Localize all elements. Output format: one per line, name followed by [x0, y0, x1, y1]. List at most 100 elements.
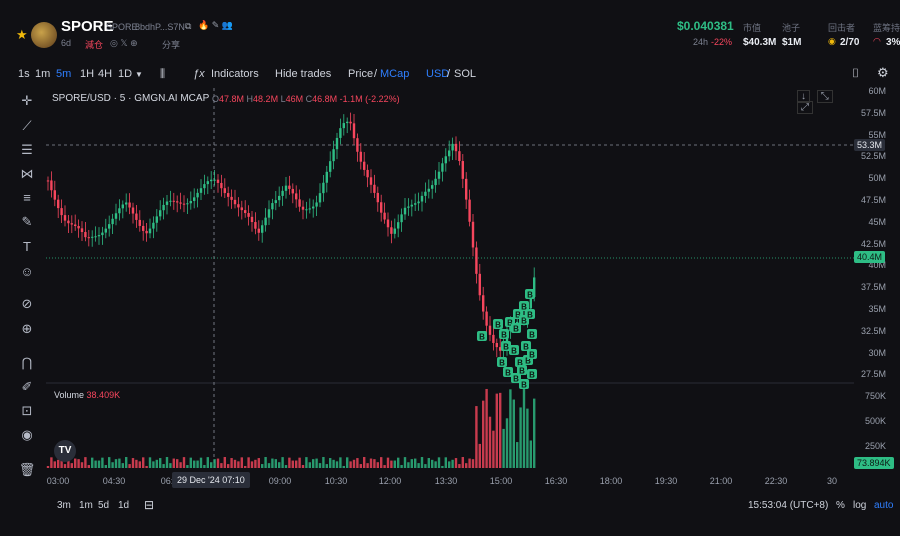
volume-bar — [420, 457, 424, 468]
crosshair-icon[interactable]: ✛ — [21, 93, 33, 108]
pencil-lock-icon[interactable]: ✐ — [21, 379, 33, 394]
candle-body — [111, 218, 114, 225]
volume-bar — [135, 459, 138, 468]
tf-1h[interactable]: 1H — [80, 68, 95, 80]
log-toggle[interactable]: log — [853, 500, 867, 511]
volume-bar — [322, 457, 325, 468]
magnet-icon[interactable]: ⋂ — [21, 355, 33, 370]
candle-body — [301, 206, 305, 210]
volume-bar — [118, 458, 121, 468]
social-icons[interactable]: 🔥 ✎ 👥 — [198, 20, 233, 30]
candle-body — [80, 228, 84, 233]
buy-marker — [509, 345, 519, 355]
candle-body — [478, 273, 481, 296]
brush-icon[interactable]: ✎ — [21, 214, 33, 229]
volume-bar — [380, 457, 383, 468]
tf-1s[interactable]: 1s — [18, 68, 30, 80]
range-5d[interactable]: 5d — [98, 500, 110, 511]
trendline-icon[interactable]: ⟋ — [22, 118, 32, 133]
link-icons[interactable]: ◎ 𝕏 ⊕ — [110, 38, 138, 48]
tf-1d[interactable]: 1D — [118, 68, 133, 80]
hide-trades-button[interactable]: Hide trades — [275, 68, 332, 80]
trash-icon[interactable]: 🗑 — [18, 462, 36, 477]
gear-icon[interactable]: ⚙ — [877, 65, 889, 80]
change-value: -22% — [711, 37, 733, 47]
zoom-icon[interactable]: ⊕ — [21, 321, 33, 336]
usd-toggle[interactable]: USD — [426, 68, 450, 80]
buy-marker-label: B — [513, 375, 519, 384]
price-tick: 40M — [868, 260, 886, 271]
candle-body — [410, 204, 413, 207]
percent-toggle[interactable]: % — [836, 500, 845, 511]
volume-bar — [172, 458, 175, 468]
volume-bar — [254, 459, 257, 468]
lock-icon[interactable]: ⊡ — [21, 403, 33, 418]
volume-bar — [369, 458, 373, 468]
buy-marker-label: B — [529, 351, 535, 360]
price-axis[interactable]: 60M 57.5M 55M 52.5M 50M 47.5M 45M 42.5M 40M 37.5M… — [854, 86, 900, 469]
volume-bar — [451, 459, 454, 468]
time-axis[interactable]: 03:0004:3006:0009:0010:3012:0013:3015:00… — [46, 468, 854, 492]
fx-icon[interactable]: ƒx — [193, 68, 205, 80]
star-icon[interactable]: ★ — [16, 27, 28, 42]
volume-tick: 250K — [864, 441, 886, 451]
volume-bar — [63, 464, 67, 468]
fib-icon[interactable]: ≡ — [23, 190, 31, 205]
range-3m[interactable]: 3m — [57, 500, 71, 511]
pattern-icon[interactable]: ⋈ — [20, 166, 34, 181]
volume-bar — [53, 461, 56, 468]
fullscreen-icon[interactable]: ⤢ — [797, 101, 813, 114]
volume-bar — [210, 462, 213, 468]
scroll-down-icon[interactable]: ↓ — [797, 90, 810, 103]
mcap-toggle[interactable]: MCap — [380, 68, 410, 80]
volume-bar — [104, 465, 107, 468]
candle-body — [318, 193, 322, 203]
collapse-icon[interactable]: ⤡ — [816, 90, 833, 103]
copy-icon[interactable]: ⧉ — [185, 21, 192, 31]
range-1d[interactable]: 1d — [118, 500, 130, 511]
tf-1m[interactable]: 1m — [35, 68, 51, 80]
contract-address[interactable]: 8bdhP...S7N — [135, 22, 185, 32]
tv-logo[interactable]: TV — [54, 440, 76, 462]
volume-bar — [128, 464, 131, 468]
candle-body — [284, 185, 288, 191]
volume-bar — [152, 461, 155, 468]
hline-icon[interactable]: ☰ — [21, 142, 33, 157]
range-1m[interactable]: 1m — [79, 500, 93, 511]
chevron-down-icon[interactable]: ▼ — [135, 70, 143, 79]
tf-4h[interactable]: 4H — [98, 68, 113, 80]
sol-toggle[interactable]: SOL — [454, 68, 477, 80]
tf-5m[interactable]: 5m — [56, 68, 72, 80]
eye-icon[interactable]: ◉ — [21, 427, 33, 442]
volume-bar — [516, 442, 519, 468]
candle-body — [312, 206, 315, 209]
candle-type-icon[interactable]: ⫼ — [160, 68, 166, 80]
volume-value: 38.409K — [86, 390, 121, 400]
candle-body — [264, 217, 267, 226]
text-icon[interactable]: T — [23, 239, 31, 254]
share-button[interactable]: 分享 — [162, 40, 181, 50]
candle-body — [53, 190, 56, 200]
candle-body — [369, 177, 373, 185]
volume-bar — [155, 459, 158, 468]
candle-body — [485, 311, 488, 326]
camera-icon[interactable]: ⌷ — [852, 66, 860, 80]
candle-body — [431, 185, 434, 189]
mcap-value: $40.3M — [743, 37, 777, 48]
price-toggle[interactable]: Price — [348, 68, 374, 80]
candle-body — [492, 334, 495, 343]
volume-bar — [495, 393, 498, 468]
emoji-icon[interactable]: ☺ — [20, 264, 34, 279]
candle-body — [383, 212, 386, 220]
ruler-icon[interactable]: ⊘ — [21, 296, 33, 311]
auto-toggle[interactable]: auto — [874, 500, 894, 511]
indicators-button[interactable]: Indicators — [211, 68, 259, 80]
volume-bar — [383, 465, 386, 468]
volume-bar — [111, 462, 114, 468]
candle-body — [189, 200, 192, 204]
candle-body — [77, 225, 80, 229]
buy-marker — [527, 329, 537, 339]
goto-date-icon[interactable]: ⊟ — [144, 498, 155, 512]
